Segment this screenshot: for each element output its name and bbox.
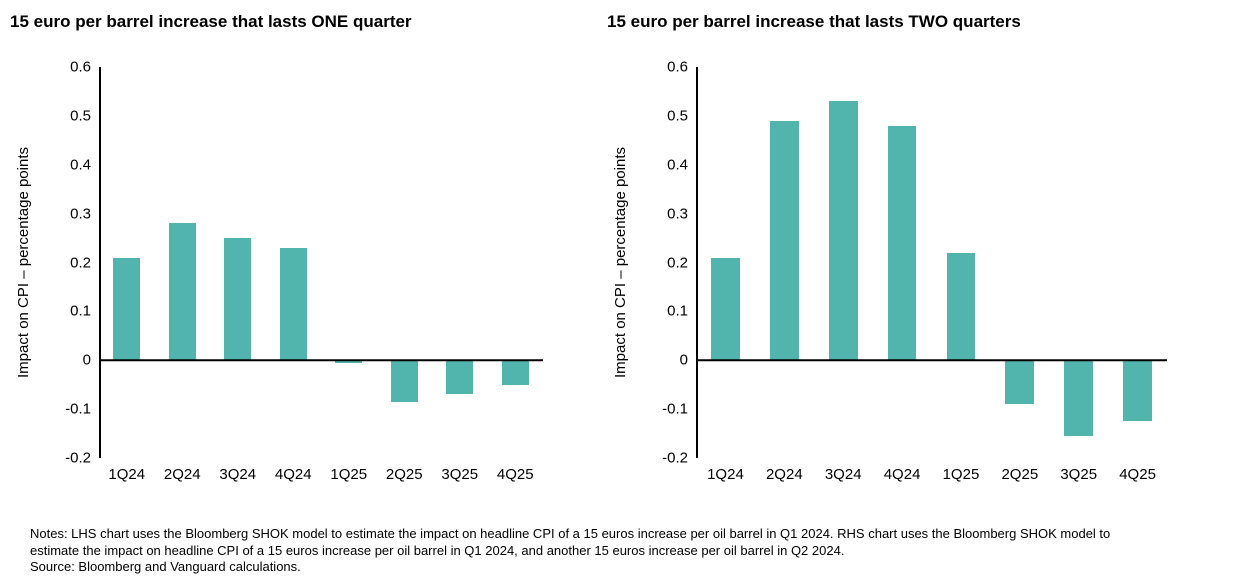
charts-row: 15 euro per barrel increase that lasts O… [0, 0, 1236, 483]
y-axis-tick-labels: 0.6 0.5 0.4 0.3 0.2 0.1 0 -0.1 -0.2 [46, 59, 99, 467]
chart-title: 15 euro per barrel increase that lasts T… [607, 12, 1021, 31]
y-tick-label: -0.2 [65, 449, 91, 467]
y-tick-label: 0.5 [70, 107, 91, 125]
plot-row: Impact on CPI – percentage points 0.6 0.5… [0, 59, 597, 483]
y-tick-label: 0.4 [667, 156, 688, 174]
x-tick-label: 3Q25 [441, 466, 479, 483]
y-tick-label: -0.2 [662, 449, 688, 467]
bar-2Q24 [168, 223, 196, 361]
bar-4Q24 [887, 125, 917, 361]
bar-3Q24 [224, 238, 252, 361]
x-tick-label: 1Q24 [707, 466, 744, 483]
bar-3Q24 [828, 101, 858, 361]
x-tick-label: 1Q24 [108, 466, 146, 483]
notes-line: estimate the impact on headline CPI of a… [30, 542, 845, 558]
x-tick-label: 4Q25 [1119, 466, 1156, 483]
y-tick-label: 0.5 [667, 107, 688, 125]
bar-1Q24 [711, 257, 740, 361]
x-tick-label: 2Q24 [163, 466, 201, 483]
x-tick-label: 3Q24 [824, 466, 862, 483]
x-tick-label: 1Q25 [330, 466, 368, 483]
bar-3Q25 [1064, 360, 1094, 436]
zero-baseline [99, 359, 543, 361]
y-axis-label: Impact on CPI – percentage points [14, 147, 32, 378]
x-tick-label: 2Q24 [765, 466, 803, 483]
x-tick-label: 3Q25 [1060, 466, 1098, 483]
x-tick-label: 3Q24 [219, 466, 257, 483]
y-axis-line [696, 67, 698, 458]
x-tick-label: 1Q25 [942, 466, 980, 483]
bar-4Q25 [501, 360, 529, 385]
y-axis-line [99, 67, 101, 458]
plot-area: 1Q24 2Q24 3Q24 4Q24 1Q25 2Q25 3Q25 4Q25 [99, 67, 543, 483]
plot-area: 1Q24 2Q24 3Q24 4Q24 1Q25 2Q25 3Q25 4Q25 [696, 67, 1167, 483]
chart-one-quarter: 15 euro per barrel increase that lasts O… [0, 0, 597, 483]
y-tick-label: -0.1 [662, 400, 688, 418]
bar-3Q25 [446, 360, 474, 395]
x-tick-label: 2Q25 [1001, 466, 1039, 483]
plot-row: Impact on CPI – percentage points 0.6 0.5… [597, 59, 1236, 483]
bar-1Q25 [335, 360, 363, 363]
y-axis-tick-labels: 0.6 0.5 0.4 0.3 0.2 0.1 0 -0.1 -0.2 [643, 59, 696, 467]
y-axis-label: Impact on CPI – percentage points [611, 147, 629, 378]
y-axis-label-column: Impact on CPI – percentage points [597, 67, 643, 458]
bar-4Q25 [1123, 360, 1152, 422]
footnotes: Notes: LHS chart uses the Bloomberg SHOK… [30, 526, 1110, 576]
y-tick-label: 0 [82, 351, 91, 369]
y-tick-label: 0.2 [667, 254, 688, 271]
zero-baseline [696, 359, 1167, 361]
y-tick-label: 0.6 [70, 58, 91, 76]
bar-2Q25 [1005, 360, 1035, 405]
bar-2Q25 [390, 360, 418, 402]
y-tick-label: 0.4 [70, 156, 91, 174]
x-tick-label: 4Q25 [496, 466, 534, 483]
y-tick-label: 0.2 [70, 254, 91, 271]
bar-2Q24 [769, 120, 799, 361]
y-tick-label: 0.3 [70, 205, 91, 223]
chart-two-quarters: 15 euro per barrel increase that lasts T… [597, 0, 1236, 483]
notes-line: Notes: LHS chart uses the Bloomberg SHOK… [30, 526, 1111, 541]
y-tick-label: 0 [679, 351, 688, 369]
bar-1Q25 [946, 252, 976, 361]
y-tick-label: -0.1 [65, 400, 91, 418]
x-tick-label: 2Q25 [385, 466, 423, 483]
chart-title: 15 euro per barrel increase that lasts O… [10, 12, 412, 31]
source-line: Source: Bloomberg and Vanguard calculati… [30, 559, 301, 574]
x-tick-label: 4Q24 [274, 466, 312, 483]
bar-1Q24 [113, 257, 141, 361]
x-tick-label: 4Q24 [883, 466, 921, 483]
y-axis-label-column: Impact on CPI – percentage points [0, 67, 46, 458]
y-tick-label: 0.1 [70, 302, 91, 320]
y-tick-label: 0.6 [667, 58, 688, 76]
y-tick-label: 0.3 [667, 205, 688, 223]
y-tick-label: 0.1 [667, 302, 688, 320]
bar-4Q24 [279, 247, 307, 361]
